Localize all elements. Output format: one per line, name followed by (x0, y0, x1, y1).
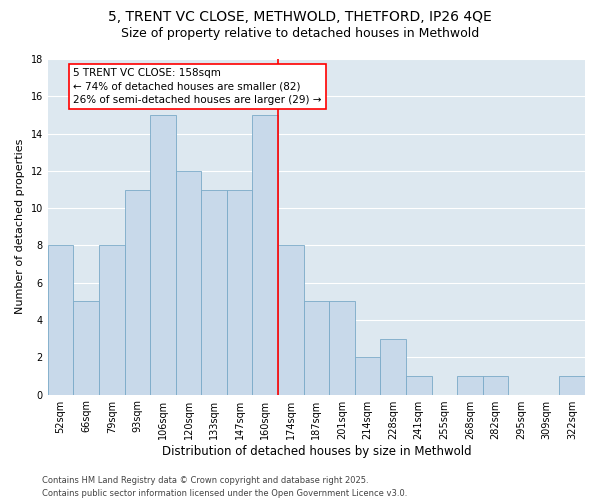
Bar (278, 246, 304, 394)
Text: Contains HM Land Registry data © Crown copyright and database right 2025.
Contai: Contains HM Land Registry data © Crown c… (42, 476, 407, 498)
Bar (176, 171, 201, 394)
Bar (406, 376, 431, 394)
Bar (253, 115, 278, 394)
Text: 5 TRENT VC CLOSE: 158sqm
← 74% of detached houses are smaller (82)
26% of semi-d: 5 TRENT VC CLOSE: 158sqm ← 74% of detach… (73, 68, 322, 104)
Bar (48, 246, 73, 394)
Bar (125, 190, 150, 394)
Text: Size of property relative to detached houses in Methwold: Size of property relative to detached ho… (121, 28, 479, 40)
X-axis label: Distribution of detached houses by size in Methwold: Distribution of detached houses by size … (161, 444, 471, 458)
Bar (380, 338, 406, 394)
Bar (559, 376, 585, 394)
Bar (99, 246, 125, 394)
Bar (201, 190, 227, 394)
Bar (150, 115, 176, 394)
Bar (482, 376, 508, 394)
Bar (329, 302, 355, 394)
Bar (304, 302, 329, 394)
Bar (227, 190, 253, 394)
Bar (355, 358, 380, 395)
Bar (457, 376, 482, 394)
Bar (73, 302, 99, 394)
Y-axis label: Number of detached properties: Number of detached properties (15, 139, 25, 314)
Text: 5, TRENT VC CLOSE, METHWOLD, THETFORD, IP26 4QE: 5, TRENT VC CLOSE, METHWOLD, THETFORD, I… (108, 10, 492, 24)
